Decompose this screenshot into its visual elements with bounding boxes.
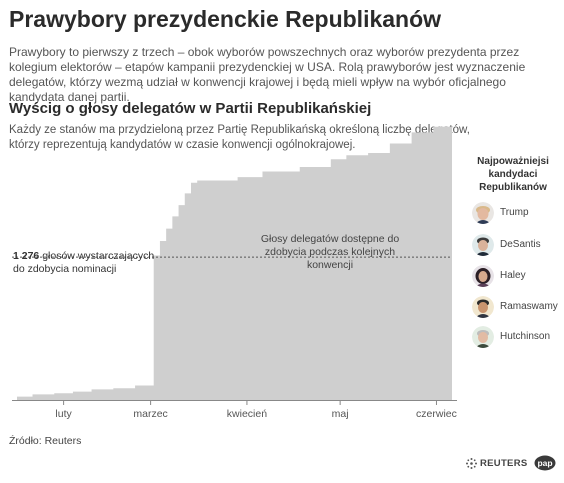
pap-logo-text: pap xyxy=(537,458,552,468)
legend-name-desantis: DeSantis xyxy=(500,239,541,250)
threshold-label-line2: do zdobycia nominacji xyxy=(13,263,117,275)
legend-title: Najpoważniejsi kandydaci Republikanów xyxy=(477,156,549,193)
legend-item-desantis: DeSantis xyxy=(472,234,562,258)
legend-item-hutchinson: Hutchinson xyxy=(472,326,562,350)
legend-name-ramaswamy: Ramaswamy xyxy=(500,301,558,312)
trump-avatar-icon xyxy=(472,202,494,224)
legend-name-trump: Trump xyxy=(500,207,529,218)
x-tick-label: czerwiec xyxy=(416,408,457,420)
legend-item-haley: Haley xyxy=(472,265,562,289)
ramaswamy-avatar-icon xyxy=(472,296,494,318)
x-tick-label: maj xyxy=(332,408,349,420)
hutchinson-avatar-icon xyxy=(472,326,494,348)
legend-name-hutchinson: Hutchinson xyxy=(500,331,551,342)
intro-text: Prawybory to pierwszy z trzech – obok wy… xyxy=(9,45,526,104)
available-votes-annotation: Głosy delegatów dostępne do zdobycia pod… xyxy=(260,233,400,271)
chart-subtitle: Wyścig o głosy delegatów w Partii Republ… xyxy=(9,100,372,117)
x-tick-label: kwiecień xyxy=(227,408,267,420)
reuters-logo-icon xyxy=(466,458,477,469)
reuters-credit: REUTERS xyxy=(480,458,528,469)
x-tick-label: marzec xyxy=(133,408,167,420)
threshold-label: 1 276 głosów wystarczających do zdobycia… xyxy=(13,250,154,276)
chart-description: Każdy ze stanów ma przydzieloną przez Pa… xyxy=(9,124,470,151)
source-note: Źródło: Reuters xyxy=(9,435,82,447)
legend-item-ramaswamy: Ramaswamy xyxy=(472,296,562,320)
haley-avatar-icon xyxy=(472,265,494,287)
delegates-step-area xyxy=(17,126,452,400)
page-title: Prawybory prezydenckie Republikanów xyxy=(9,6,442,32)
desantis-avatar-icon xyxy=(472,234,494,256)
legend-item-trump: Trump xyxy=(472,202,562,226)
pap-logo-icon: pap xyxy=(534,455,556,471)
legend-name-haley: Haley xyxy=(500,270,526,281)
threshold-value: 1 276 xyxy=(13,250,40,262)
x-tick-label: luty xyxy=(55,408,72,420)
threshold-label-rest: głosów wystarczających xyxy=(39,250,155,262)
